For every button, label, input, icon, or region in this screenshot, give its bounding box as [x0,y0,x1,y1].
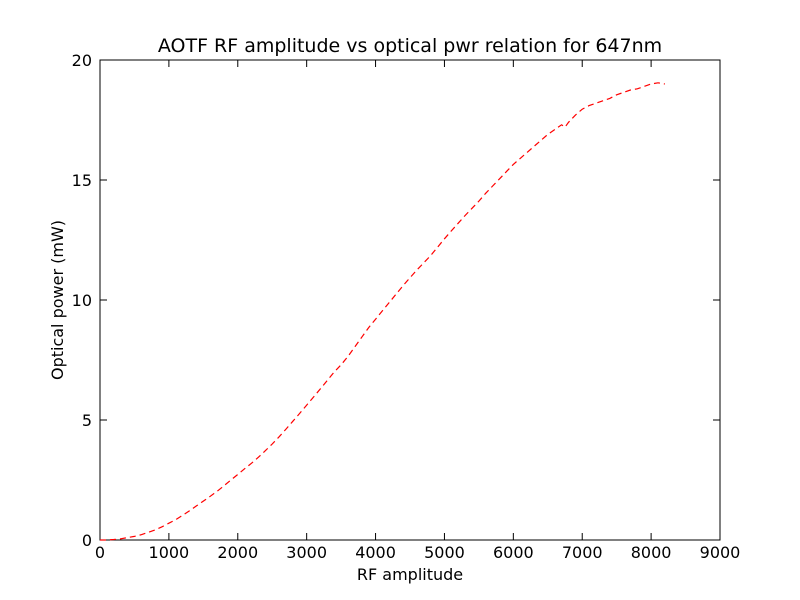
y-tick-label: 0 [82,531,92,550]
y-tick-label: 10 [72,291,92,310]
x-tick-label: 2000 [217,543,258,562]
plot-area: 0 1000 2000 3000 4000 5000 6000 7000 8000 9000 0 5 1… [72,51,741,562]
y-tick-label: 15 [72,171,92,190]
y-axis-label: Optical power (mW) [48,220,67,380]
y-tick-label: 5 [82,411,92,430]
plot-frame [99,59,721,541]
x-tick-label: 9000 [700,543,741,562]
chart-title: AOTF RF amplitude vs optical pwr relatio… [158,35,662,57]
x-tick-label: 0 [95,543,105,562]
x-axis-label: RF amplitude [357,565,463,584]
x-tick-label: 1000 [149,543,190,562]
x-tick-label: 3000 [286,543,327,562]
y-tick-label: 20 [72,51,92,70]
x-tick-label: 5000 [424,543,465,562]
x-tick-label: 6000 [493,543,534,562]
x-tick-label: 7000 [562,543,603,562]
series-line [100,82,665,541]
x-tick-label: 4000 [355,543,396,562]
x-tick-label: 8000 [631,543,672,562]
